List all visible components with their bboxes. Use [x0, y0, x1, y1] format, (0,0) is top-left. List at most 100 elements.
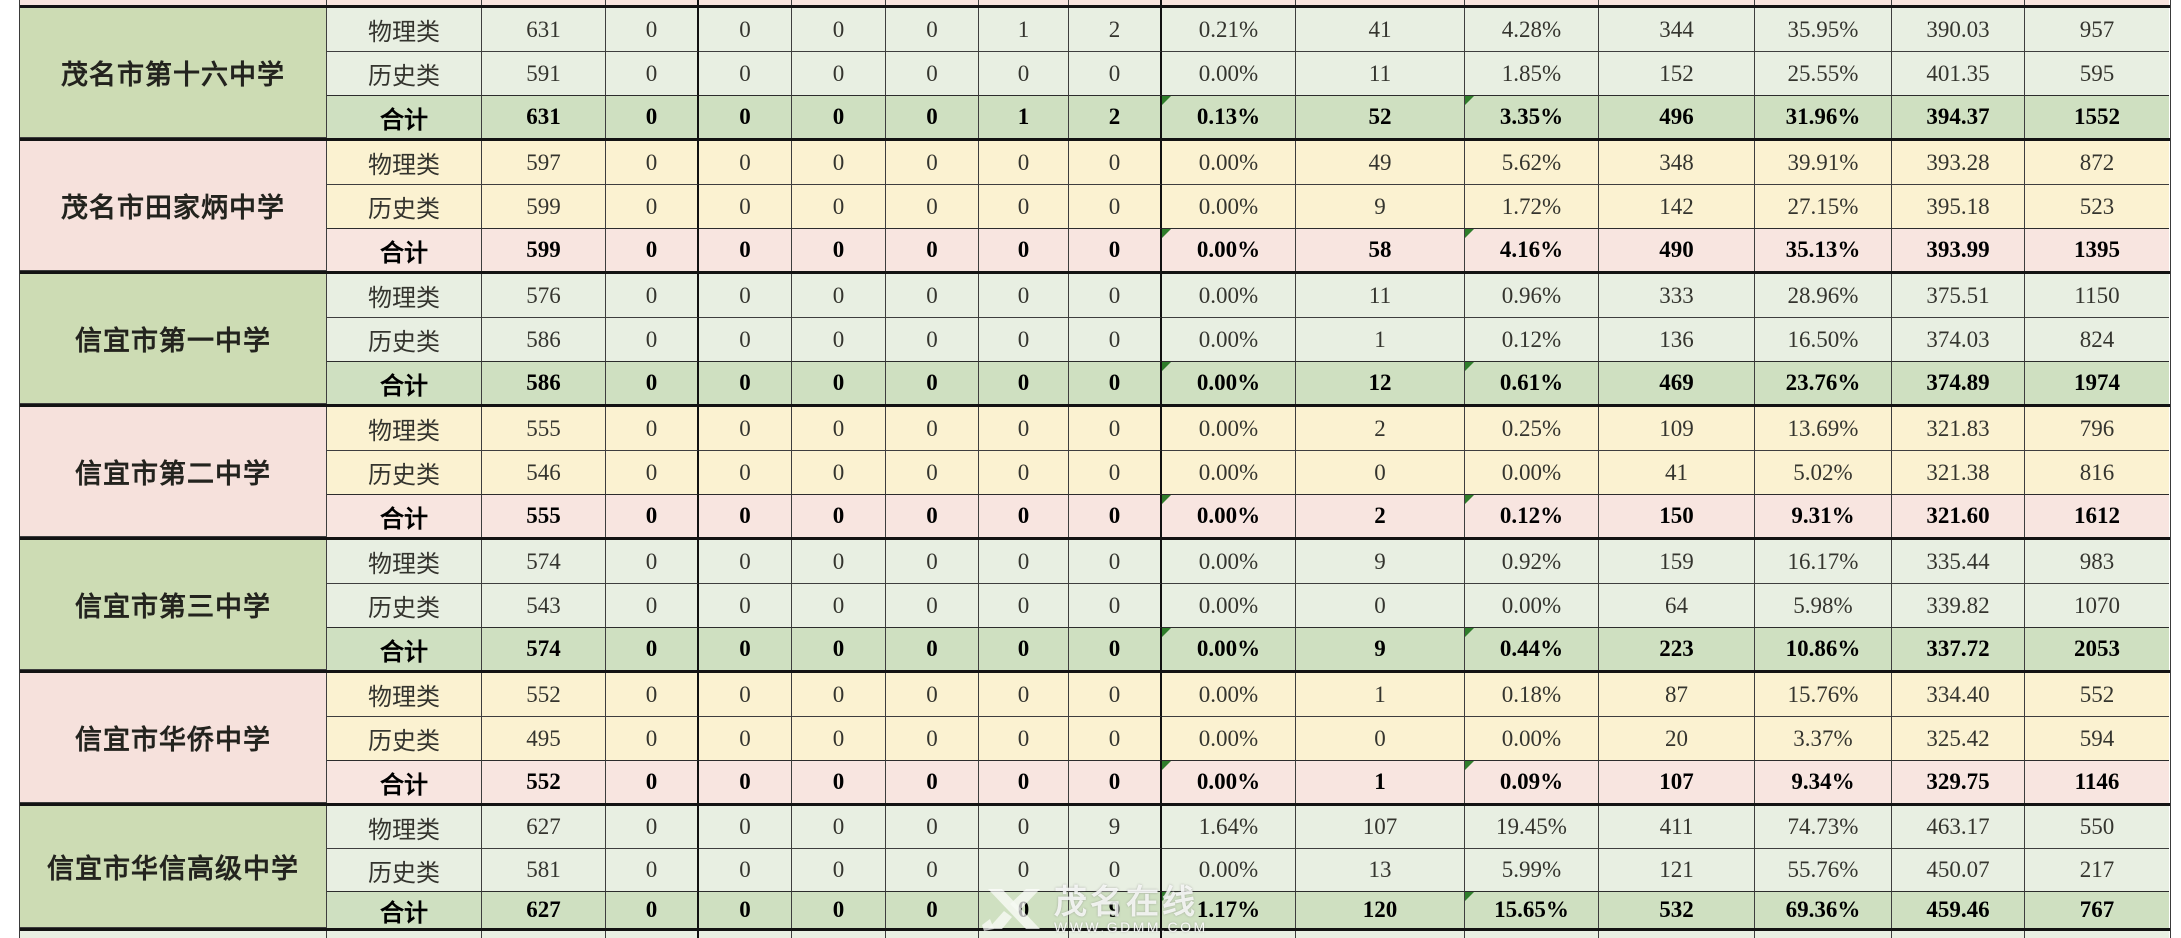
value-cell: 64	[1599, 584, 1755, 628]
value-cell: 121	[1599, 849, 1755, 892]
clipped-row-top	[20, 0, 2170, 8]
clipped-cell	[606, 931, 699, 938]
clipped-cell	[1296, 0, 1465, 5]
value-cell: 0	[792, 584, 886, 628]
value-cell: 627	[482, 806, 606, 849]
value-cell: 0	[979, 495, 1069, 537]
value-cell: 597	[482, 141, 606, 185]
value-cell: 0	[792, 540, 886, 584]
value-cell: 374.89	[1892, 362, 2025, 404]
value-cell: 1	[1296, 761, 1465, 803]
value-cell: 495	[482, 717, 606, 761]
value-cell: 0	[979, 584, 1069, 628]
value-cell: 401.35	[1892, 52, 2025, 96]
value-cell: 0	[699, 717, 792, 761]
value-cell: 0	[699, 761, 792, 803]
value-cell: 0	[979, 229, 1069, 271]
value-cell: 0	[699, 52, 792, 96]
value-cell: 74.73%	[1755, 806, 1892, 849]
value-cell: 1612	[2025, 495, 2169, 537]
category-cell: 合计	[327, 628, 482, 670]
clipped-cell	[1162, 931, 1296, 938]
school-name-cell: 信宜市华信高级中学	[20, 806, 327, 928]
value-cell: 0	[792, 717, 886, 761]
clipped-cell	[1465, 0, 1599, 5]
value-cell: 0	[1069, 141, 1162, 185]
value-cell: 4.16%	[1465, 229, 1599, 271]
value-cell: 13	[1296, 849, 1465, 892]
value-cell: 2	[1069, 8, 1162, 52]
category-cell: 物理类	[327, 673, 482, 717]
school-name-cell: 信宜市第二中学	[20, 407, 327, 537]
value-cell: 0.00%	[1162, 274, 1296, 318]
value-cell: 816	[2025, 451, 2169, 495]
value-cell: 9	[1069, 806, 1162, 849]
value-cell: 2053	[2025, 628, 2169, 670]
school-group: 信宜市第一中学 物理类 576 0 0 0 0 0 0 0.00% 11 0.96% 333 28.96…	[20, 274, 2170, 407]
clipped-cell	[20, 0, 327, 5]
value-cell: 4.28%	[1465, 8, 1599, 52]
school-group: 信宜市第二中学 物理类 555 0 0 0 0 0 0 0.00% 2 0.25% 109 13.69%…	[20, 407, 2170, 540]
value-cell: 10.86%	[1755, 628, 1892, 670]
school-group: 茂名市第十六中学 物理类 631 0 0 0 0 1 2 0.21% 41 4.28% 344 35.9…	[20, 8, 2170, 141]
value-cell: 223	[1599, 628, 1755, 670]
clipped-cell	[792, 0, 886, 5]
value-cell: 0	[699, 318, 792, 362]
value-cell: 0.21%	[1162, 8, 1296, 52]
value-cell: 0.00%	[1162, 717, 1296, 761]
value-cell: 0	[886, 892, 979, 928]
school-name-cell: 茂名市田家炳中学	[20, 141, 327, 271]
value-cell: 0	[1296, 717, 1465, 761]
clipped-row-bottom	[20, 931, 2170, 938]
school-group: 信宜市第三中学 物理类 574 0 0 0 0 0 0 0.00% 9 0.92% 159 16.17%…	[20, 540, 2170, 673]
value-cell: 217	[2025, 849, 2169, 892]
value-cell: 374.03	[1892, 318, 2025, 362]
value-cell: 0	[792, 407, 886, 451]
value-cell: 0	[979, 185, 1069, 229]
value-cell: 552	[482, 761, 606, 803]
value-cell: 0	[1069, 451, 1162, 495]
value-cell: 627	[482, 892, 606, 928]
value-cell: 2	[1069, 96, 1162, 138]
value-cell: 0	[606, 806, 699, 849]
value-cell: 1	[979, 8, 1069, 52]
value-cell: 543	[482, 584, 606, 628]
value-cell: 0	[699, 229, 792, 271]
value-cell: 0	[979, 892, 1069, 928]
category-cell: 历史类	[327, 52, 482, 96]
value-cell: 35.95%	[1755, 8, 1892, 52]
value-cell: 0	[886, 8, 979, 52]
clipped-cell	[327, 931, 482, 938]
value-cell: 0	[1069, 673, 1162, 717]
value-cell: 0.00%	[1162, 628, 1296, 670]
value-cell: 0	[1069, 229, 1162, 271]
value-cell: 19.45%	[1465, 806, 1599, 849]
value-cell: 0	[886, 141, 979, 185]
value-cell: 0	[792, 8, 886, 52]
table-groups: 茂名市第十六中学 物理类 631 0 0 0 0 1 2 0.21% 41 4.28% 344 35.9…	[20, 8, 2170, 931]
value-cell: 31.96%	[1755, 96, 1892, 138]
value-cell: 595	[2025, 52, 2169, 96]
value-cell: 395.18	[1892, 185, 2025, 229]
value-cell: 0	[606, 451, 699, 495]
value-cell: 0	[699, 407, 792, 451]
value-cell: 0.96%	[1465, 274, 1599, 318]
clipped-cell	[1892, 931, 2025, 938]
value-cell: 0	[886, 673, 979, 717]
value-cell: 2	[1296, 495, 1465, 537]
category-cell: 历史类	[327, 318, 482, 362]
value-cell: 0	[792, 185, 886, 229]
value-cell: 0.00%	[1162, 185, 1296, 229]
category-cell: 历史类	[327, 849, 482, 892]
value-cell: 1146	[2025, 761, 2169, 803]
value-cell: 329.75	[1892, 761, 2025, 803]
value-cell: 0	[979, 52, 1069, 96]
value-cell: 0	[606, 584, 699, 628]
school-name-cell: 信宜市第三中学	[20, 540, 327, 670]
category-cell: 合计	[327, 362, 482, 404]
value-cell: 0	[1069, 540, 1162, 584]
value-cell: 0	[1069, 362, 1162, 404]
value-cell: 0.00%	[1162, 407, 1296, 451]
clipped-cell	[482, 931, 606, 938]
value-cell: 459.46	[1892, 892, 2025, 928]
